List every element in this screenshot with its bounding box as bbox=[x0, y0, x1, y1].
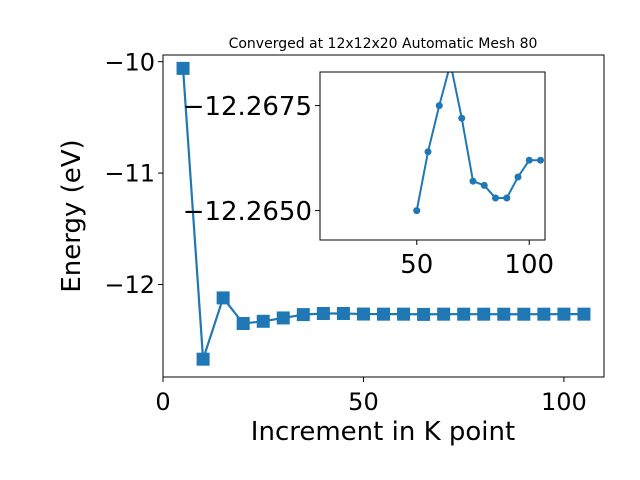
inset-data-point bbox=[447, 60, 454, 67]
main-x-ticks: 0 50 100 bbox=[155, 377, 587, 416]
inset-data-point bbox=[492, 194, 499, 202]
main-data-point bbox=[557, 307, 571, 321]
inset-data-point bbox=[413, 207, 421, 215]
main-data-point bbox=[316, 306, 330, 320]
main-data-point bbox=[216, 291, 230, 305]
main-data-point bbox=[457, 307, 471, 321]
chart-title: Converged at 12x12x20 Automatic Mesh 80 bbox=[229, 36, 538, 52]
main-data-point bbox=[517, 307, 531, 321]
inset-plot-area: 50 100 −12.2675 −12.2650 bbox=[183, 60, 554, 280]
main-data-point bbox=[296, 308, 310, 322]
main-data-point bbox=[437, 307, 451, 321]
inset-data-point bbox=[503, 194, 511, 202]
main-y-tick-label: −12 bbox=[104, 271, 155, 299]
inset-background bbox=[320, 72, 545, 240]
main-data-point bbox=[477, 307, 491, 321]
x-axis-label: Increment in K point bbox=[251, 417, 515, 447]
main-data-point bbox=[397, 307, 411, 321]
inset-data-point bbox=[458, 114, 466, 122]
main-data-point bbox=[276, 311, 290, 325]
inset-series-group bbox=[413, 60, 544, 215]
main-axes-frame bbox=[162, 54, 605, 378]
main-y-tick-label: −11 bbox=[104, 160, 155, 188]
inset-data-point bbox=[514, 173, 522, 181]
inset-y-tick-label: −12.2650 bbox=[183, 197, 312, 227]
main-data-point bbox=[196, 352, 210, 366]
inset-x-tick-label: 100 bbox=[504, 250, 554, 280]
inset-data-point bbox=[424, 148, 432, 156]
main-data-point bbox=[236, 317, 250, 331]
main-series-group bbox=[176, 61, 591, 366]
main-data-point bbox=[417, 307, 431, 321]
main-data-point bbox=[256, 314, 270, 328]
main-x-tick-label: 100 bbox=[541, 388, 587, 416]
inset-y-tick-label: −12.2675 bbox=[183, 92, 312, 122]
main-data-point bbox=[497, 307, 511, 321]
inset-data-point bbox=[537, 156, 544, 164]
main-x-tick-label: 50 bbox=[348, 388, 379, 416]
main-y-tick-label: −10 bbox=[104, 48, 155, 76]
inset-x-tick-label: 50 bbox=[400, 250, 433, 280]
inset-x-ticks: 50 100 bbox=[400, 240, 554, 280]
inset-data-point bbox=[480, 181, 488, 189]
main-x-tick-label: 0 bbox=[155, 388, 170, 416]
y-axis-label: Energy (eV) bbox=[57, 139, 87, 292]
main-y-ticks: −10 −11 −12 bbox=[104, 48, 163, 299]
main-data-point bbox=[377, 307, 390, 321]
main-data-point bbox=[176, 61, 190, 75]
main-data-point bbox=[356, 307, 370, 321]
inset-y-ticks: −12.2675 −12.2650 bbox=[183, 92, 320, 227]
inset-axes-frame bbox=[319, 71, 546, 241]
main-data-point bbox=[577, 307, 591, 321]
main-plot-area: Converged at 12x12x20 Automatic Mesh 80 … bbox=[57, 36, 605, 447]
inset-data-point bbox=[435, 102, 443, 110]
main-data-point bbox=[537, 307, 551, 321]
main-data-point bbox=[336, 306, 350, 320]
inset-data-point bbox=[525, 156, 533, 164]
inset-data-point bbox=[469, 177, 477, 185]
